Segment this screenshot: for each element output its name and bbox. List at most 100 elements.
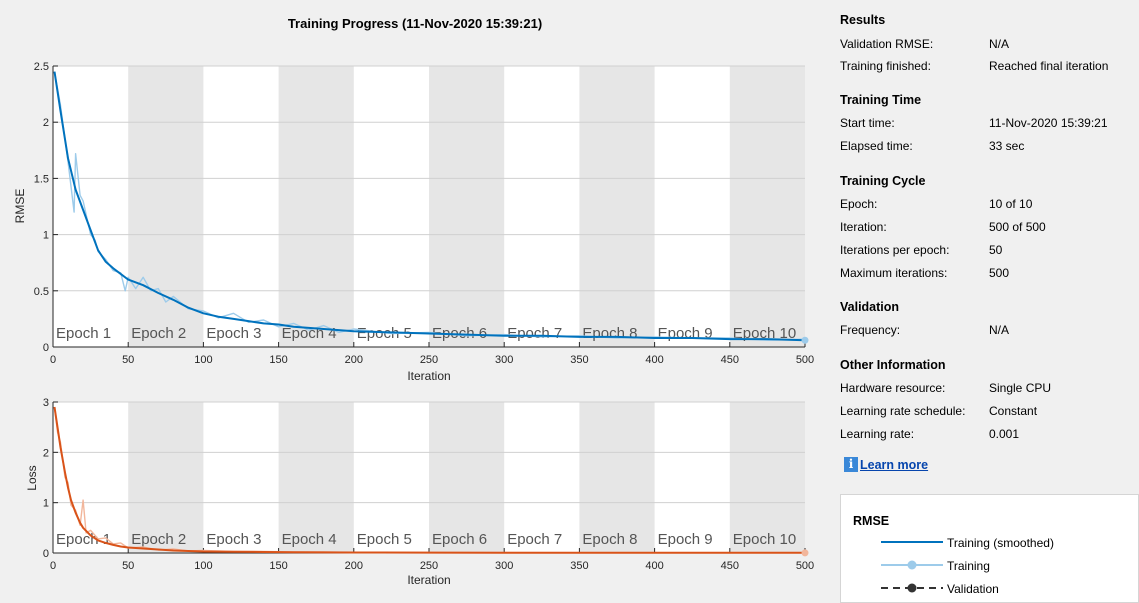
loss-epoch-label: Epoch 1 <box>56 531 111 548</box>
iterations-per-epoch-value: 50 <box>989 243 1003 257</box>
loss-epoch-band <box>579 402 655 553</box>
rmse-xtick-label: 450 <box>721 354 739 366</box>
loss-plot: Epoch 1 Epoch 2 Epoch 3 Epoch 4 Epoch 5 Epoch… <box>25 397 814 587</box>
loss-epoch-label: Epoch 9 <box>658 531 713 548</box>
legend-validation-dashed-icon <box>881 583 943 593</box>
plot-title: Training Progress (11-Nov-2020 15:39:21) <box>288 16 542 31</box>
maximum-iterations-label: Maximum iterations: <box>840 266 948 280</box>
legend-training-marker-icon <box>881 560 943 570</box>
start-time-label: Start time: <box>840 116 895 130</box>
loss-epoch-band <box>128 402 204 553</box>
epoch-value: 10 of 10 <box>989 197 1033 211</box>
rmse-epoch-band <box>579 66 655 347</box>
loss-epoch-label: Epoch 4 <box>282 531 337 548</box>
loss-epoch-label: Epoch 5 <box>357 531 412 548</box>
rmse-xtick-label: 500 <box>796 354 814 366</box>
legend-validation: Validation <box>947 582 999 596</box>
loss-epoch-label: Epoch 7 <box>507 531 562 548</box>
rmse-xtick-label: 200 <box>345 354 363 366</box>
rmse-xtick-label: 350 <box>570 354 588 366</box>
rmse-plot: Epoch 1 Epoch 2 Epoch 3 Epoch 4 Epoch 5 Epoch… <box>13 61 814 383</box>
rmse-xtick-label: 50 <box>122 354 134 366</box>
learning-rate-label: Learning rate: <box>840 427 915 441</box>
iteration-label: Iteration: <box>840 220 887 234</box>
rmse-xtick-label: 250 <box>420 354 438 366</box>
loss-ylabel: Loss <box>25 465 39 490</box>
loss-xtick-label: 50 <box>122 560 134 572</box>
loss-xtick-label: 300 <box>495 560 513 572</box>
learning-rate-value: 0.001 <box>989 427 1020 441</box>
rmse-ytick-label: 0 <box>43 342 49 354</box>
learn-more[interactable]: i Learn more <box>844 457 928 472</box>
info-panel: Results Validation RMSE: N/A Training fi… <box>840 0 1139 603</box>
loss-ytick-label: 3 <box>43 397 49 409</box>
rmse-xlabel: Iteration <box>407 369 450 383</box>
rmse-ytick-label: 0.5 <box>34 286 49 298</box>
loss-xtick-label: 250 <box>420 560 438 572</box>
legend-training: Training <box>947 559 990 573</box>
validation-rmse-label: Validation RMSE: <box>840 37 934 51</box>
info-icon[interactable]: i <box>844 457 858 472</box>
loss-xtick-label: 350 <box>570 560 588 572</box>
loss-xlabel: Iteration <box>407 573 450 587</box>
loss-xtick-label: 400 <box>645 560 663 572</box>
loss-epoch-label: Epoch 2 <box>131 531 186 548</box>
rmse-epoch-label: Epoch 9 <box>658 325 713 342</box>
loss-xtick-label: 200 <box>345 560 363 572</box>
legend-title: RMSE <box>853 514 890 528</box>
legend-smoothed-line-icon <box>881 541 943 543</box>
validation-title: Validation <box>840 300 900 314</box>
loss-epoch-label: Epoch 3 <box>206 531 261 548</box>
training-cycle-title: Training Cycle <box>840 174 926 188</box>
elapsed-time-value: 33 sec <box>989 139 1025 153</box>
loss-training-smoothed-line <box>53 406 805 554</box>
training-plots: Training Progress (11-Nov-2020 15:39:21)… <box>13 16 814 587</box>
rmse-xtick-label: 100 <box>194 354 212 366</box>
rmse-xtick-label: 150 <box>269 354 287 366</box>
results-title: Results <box>840 13 886 27</box>
loss-end-marker <box>801 549 809 557</box>
rmse-epoch-band <box>729 66 805 347</box>
rmse-training-smoothed-line <box>53 71 806 342</box>
frequency-label: Frequency: <box>840 323 901 337</box>
rmse-ytick-label: 1.5 <box>34 173 49 185</box>
loss-xtick-label: 500 <box>796 560 814 572</box>
rmse-ytick-label: 1 <box>43 230 49 242</box>
rmse-xtick-label: 0 <box>50 354 56 366</box>
loss-xtick-label: 100 <box>194 560 212 572</box>
rmse-epoch-label: Epoch 1 <box>56 325 111 342</box>
elapsed-time-label: Elapsed time: <box>840 139 913 153</box>
rmse-epoch-label: Epoch 8 <box>582 325 637 342</box>
loss-xtick-label: 450 <box>721 560 739 572</box>
iterations-per-epoch-label: Iterations per epoch: <box>840 243 950 257</box>
hardware-resource-label: Hardware resource: <box>840 381 946 395</box>
loss-epoch-band <box>429 402 505 553</box>
rmse-ylabel: RMSE <box>13 189 27 224</box>
legend-box: RMSE Training (smoothed) Training Valida… <box>840 494 1139 603</box>
validation-rmse-value: N/A <box>989 37 1010 51</box>
maximum-iterations-value: 500 <box>989 266 1010 280</box>
training-finished-label: Training finished: <box>840 59 931 73</box>
other-information-title: Other Information <box>840 358 946 372</box>
loss-epoch-label: Epoch 6 <box>432 531 487 548</box>
rmse-xtick-label: 300 <box>495 354 513 366</box>
loss-epoch-band <box>278 402 354 553</box>
rmse-end-marker <box>801 336 809 344</box>
legend-training-smoothed: Training (smoothed) <box>947 536 1054 550</box>
rmse-epoch-band <box>429 66 505 347</box>
loss-ytick-label: 2 <box>43 447 49 459</box>
loss-xtick-label: 0 <box>50 560 56 572</box>
learning-rate-schedule-label: Learning rate schedule: <box>840 404 966 418</box>
loss-epoch-label: Epoch 8 <box>582 531 637 548</box>
rmse-epoch-label: Epoch 3 <box>206 325 261 342</box>
hardware-resource-value: Single CPU <box>989 381 1052 395</box>
training-finished-value: Reached final iteration <box>989 59 1109 73</box>
loss-xtick-label: 150 <box>269 560 287 572</box>
learn-more-link[interactable]: Learn more <box>860 457 929 472</box>
loss-epoch-label: Epoch 10 <box>733 531 796 548</box>
loss-epoch-band <box>729 402 805 553</box>
frequency-value: N/A <box>989 323 1010 337</box>
rmse-xtick-label: 400 <box>645 354 663 366</box>
rmse-epoch-label: Epoch 7 <box>507 325 562 342</box>
training-time-title: Training Time <box>840 93 922 107</box>
